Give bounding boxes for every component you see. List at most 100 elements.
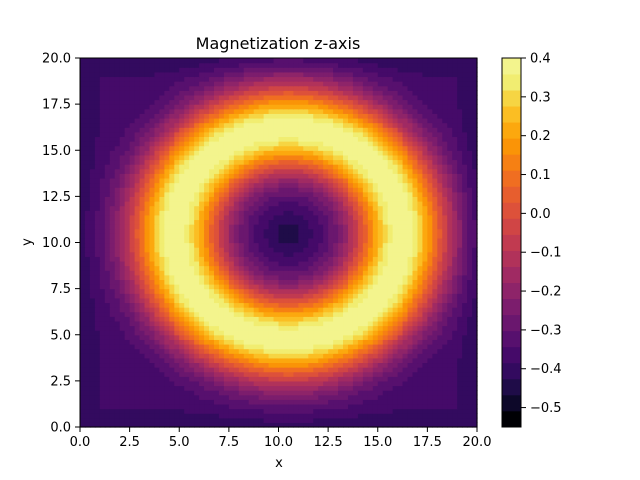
contour-cell [372,348,379,354]
contour-cell [372,210,379,216]
contour-cell [218,390,225,396]
contour-cell [159,302,165,308]
contour-cell [109,200,116,207]
contour-cell [89,279,96,285]
contour-cell [149,399,156,405]
contour-cell [89,408,96,414]
contour-cell [179,265,185,271]
contour-cell [134,385,141,391]
contour-cell [253,141,260,147]
contour-cell [338,274,344,280]
contour-cell [333,159,339,165]
contour-cell [223,330,230,336]
contour-cell [288,233,294,239]
contour-cell [412,145,419,151]
contour-cell [119,270,126,276]
contour-cell [472,145,478,151]
contour-cell [402,274,409,280]
contour-cell [437,265,443,271]
contour-cell [318,205,324,211]
contour-cell [387,141,394,147]
contour-cell [199,141,205,147]
contour-cell [283,371,290,377]
contour-cell [223,357,230,364]
contour-cell [412,224,419,230]
contour-cell [382,362,389,368]
contour-cell [164,270,170,276]
contour-cell [422,284,428,290]
contour-cell [343,164,349,170]
contour-cell [387,177,394,184]
contour-cell [209,293,215,299]
contour-cell [293,408,299,414]
contour-cell [228,390,235,396]
contour-cell [333,330,339,336]
contour-cell [94,307,101,313]
contour-cell [407,187,414,193]
contour-cell [467,145,473,151]
contour-cell [238,307,245,313]
contour-cell [457,348,463,354]
contour-cell [94,141,101,147]
contour-cell [99,141,106,147]
contour-cell [293,311,299,317]
contour-cell [298,247,304,253]
contour-cell [397,177,404,184]
contour-cell [387,390,394,396]
contour-cell [367,159,374,165]
contour-cell [392,260,399,267]
contour-cell [99,187,106,193]
contour-cell [273,390,280,396]
contour-cell [392,343,399,350]
contour-cell [209,348,215,354]
contour-cell [218,408,225,414]
contour-cell [313,399,319,405]
contour-cell [427,251,433,257]
contour-cell [467,362,473,368]
contour-cell [184,214,190,221]
contour-cell [218,256,225,262]
contour-cell [387,164,394,170]
contour-cell [238,168,245,174]
contour-cell [154,191,160,197]
contour-cell [248,279,255,285]
contour-cell [457,390,463,396]
contour-cell [298,196,304,202]
contour-cell [303,265,309,271]
contour-cell [372,307,379,313]
contour-cell [109,390,116,396]
contour-cell [114,279,121,285]
contour-cell [422,348,428,354]
contour-cell [238,214,245,221]
contour-cell [347,150,354,156]
contour-cell [149,210,156,216]
contour-cell [392,316,399,322]
contour-cell [99,334,106,340]
contour-cell [194,325,200,331]
contour-cell [213,228,220,234]
contour-cell [467,214,473,221]
contour-cell [387,371,394,377]
contour-cell [298,228,304,234]
contour-cell [169,136,175,142]
contour-cell [397,325,404,331]
contour-cell [328,177,334,184]
contour-cell [402,145,409,151]
contour-cell [189,334,195,340]
contour-cell [194,311,200,317]
contour-cell [80,177,86,184]
contour-cell [283,334,290,340]
contour-cell [347,154,354,161]
contour-cell [422,422,428,428]
contour-cell [397,403,404,410]
contour-cell [258,343,265,350]
contour-cell [223,145,230,151]
contour-cell [238,330,245,336]
contour-cell [328,293,334,299]
contour-cell [164,237,170,244]
contour-cell [218,274,225,280]
contour-cell [99,339,106,345]
contour-cell [407,154,414,161]
contour-cell [377,325,384,331]
contour-cell [278,362,285,368]
